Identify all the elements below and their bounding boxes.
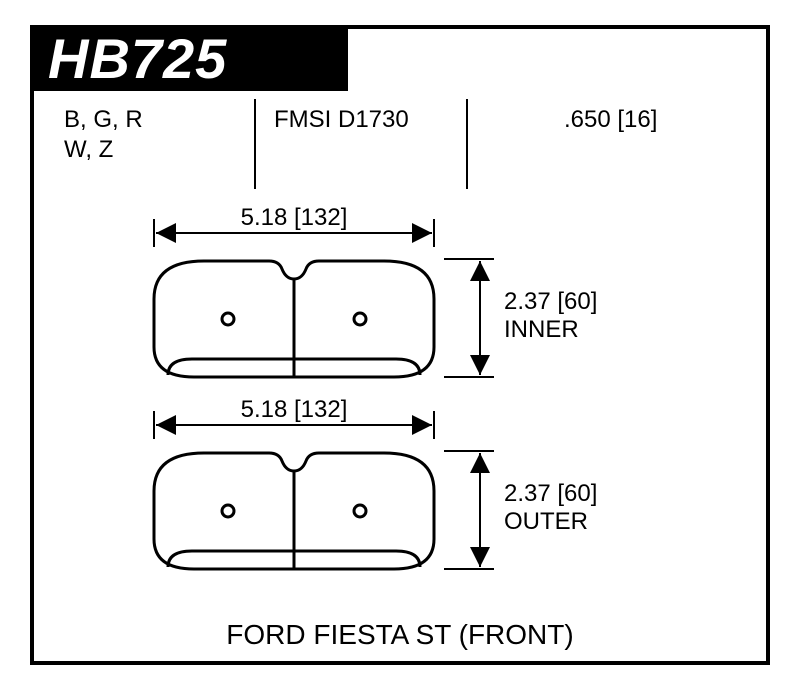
compound-codes: B, G, R W, Z (64, 105, 143, 165)
inner-width-dim: 5.18 [132] (241, 204, 348, 231)
spec-row: B, G, R W, Z FMSI D1730 .650 [16] (34, 105, 766, 185)
fmsi-code: FMSI D1730 (274, 105, 409, 135)
codes-line2: W, Z (64, 136, 113, 163)
part-number: HB725 (48, 26, 227, 91)
application-label: FORD FIESTA ST (FRONT) (34, 619, 766, 651)
title-bar: HB725 (30, 25, 348, 91)
spec-sheet: HB725 B, G, R W, Z FMSI D1730 .650 [16] … (30, 25, 770, 665)
thickness: .650 [16] (564, 105, 657, 135)
inner-pad: 5.18 [132] 2.37 [60] INNER (154, 204, 597, 377)
inner-height-val: 2.37 [60] (504, 288, 597, 315)
brake-pad-diagram: 5.18 [132] 2.37 [60] INNER 5.18 [132] (34, 199, 774, 619)
outer-width-dim: 5.18 [132] (241, 396, 348, 423)
outer-pad: 5.18 [132] 2.37 [60] OUTER (154, 396, 597, 569)
codes-line1: B, G, R (64, 106, 143, 133)
inner-height-lbl: INNER (504, 316, 579, 343)
divider-2 (466, 99, 468, 189)
outer-height-val: 2.37 [60] (504, 480, 597, 507)
outer-height-lbl: OUTER (504, 508, 588, 535)
divider-1 (254, 99, 256, 189)
